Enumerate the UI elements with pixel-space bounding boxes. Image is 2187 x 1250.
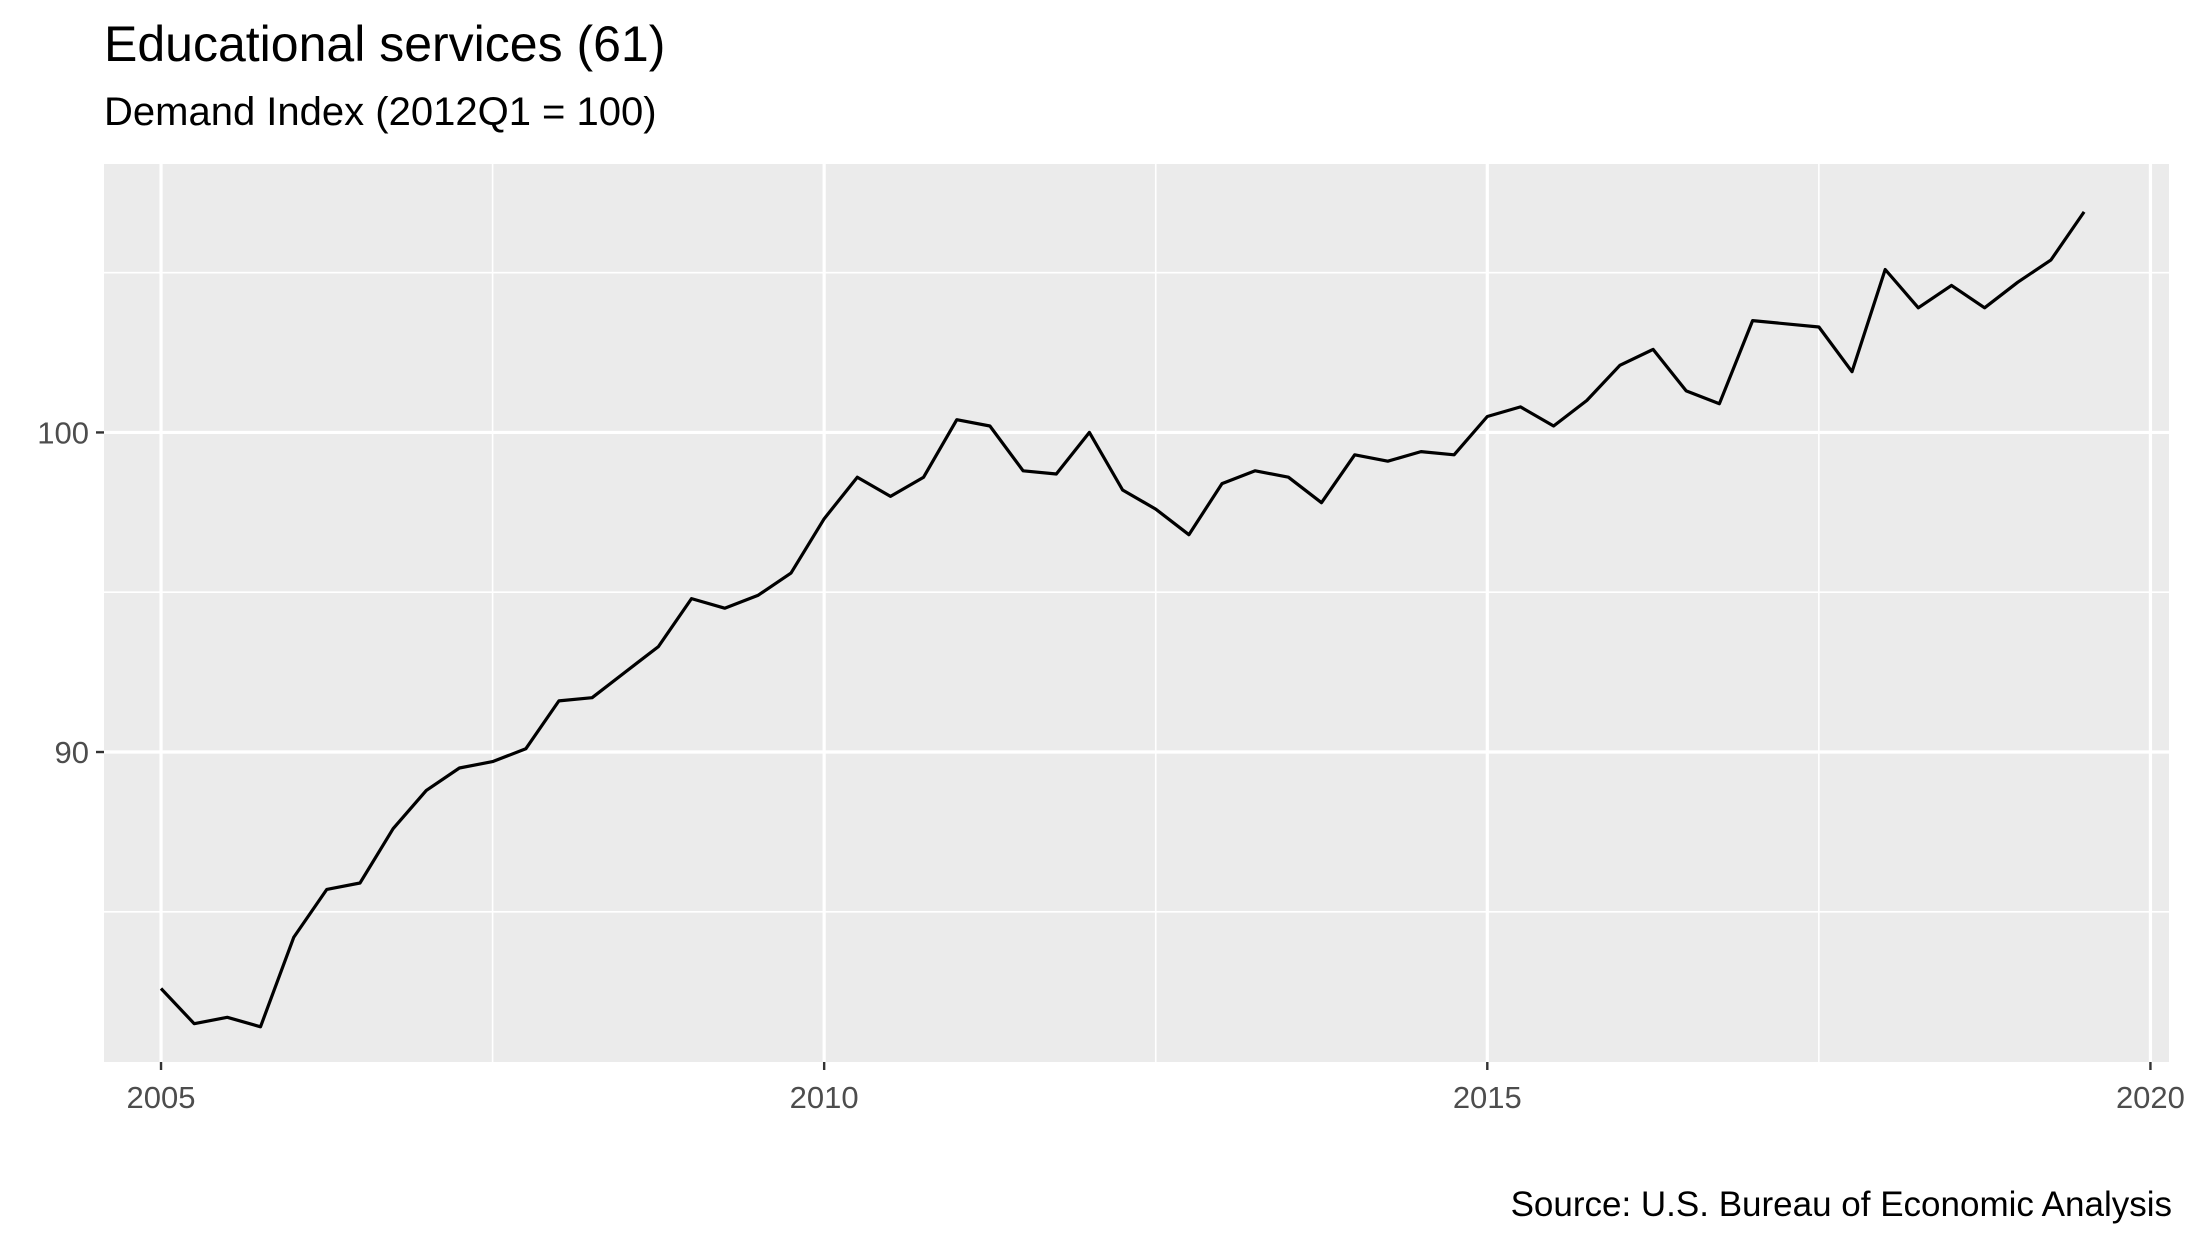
y-tick-label: 90	[55, 735, 89, 770]
tick-labels: 2005 2010 2015 2020 90 100	[37, 415, 2185, 1115]
major-gridlines	[104, 164, 2169, 1062]
y-tick-label: 100	[37, 415, 89, 450]
chart-title: Educational services (61)	[104, 16, 666, 72]
chart-subtitle: Demand Index (2012Q1 = 100)	[104, 90, 657, 134]
axis-ticks	[96, 431, 2152, 1070]
chart-caption: Source: U.S. Bureau of Economic Analysis	[1510, 1185, 2172, 1224]
x-tick-label: 2010	[790, 1080, 859, 1115]
plot-panel	[104, 164, 2169, 1062]
x-tick-label: 2020	[2116, 1080, 2185, 1115]
x-tick-label: 2005	[127, 1080, 196, 1115]
series-line	[159, 210, 2086, 1029]
x-tick-label: 2015	[1453, 1080, 1522, 1115]
minor-gridlines	[104, 164, 2169, 1062]
